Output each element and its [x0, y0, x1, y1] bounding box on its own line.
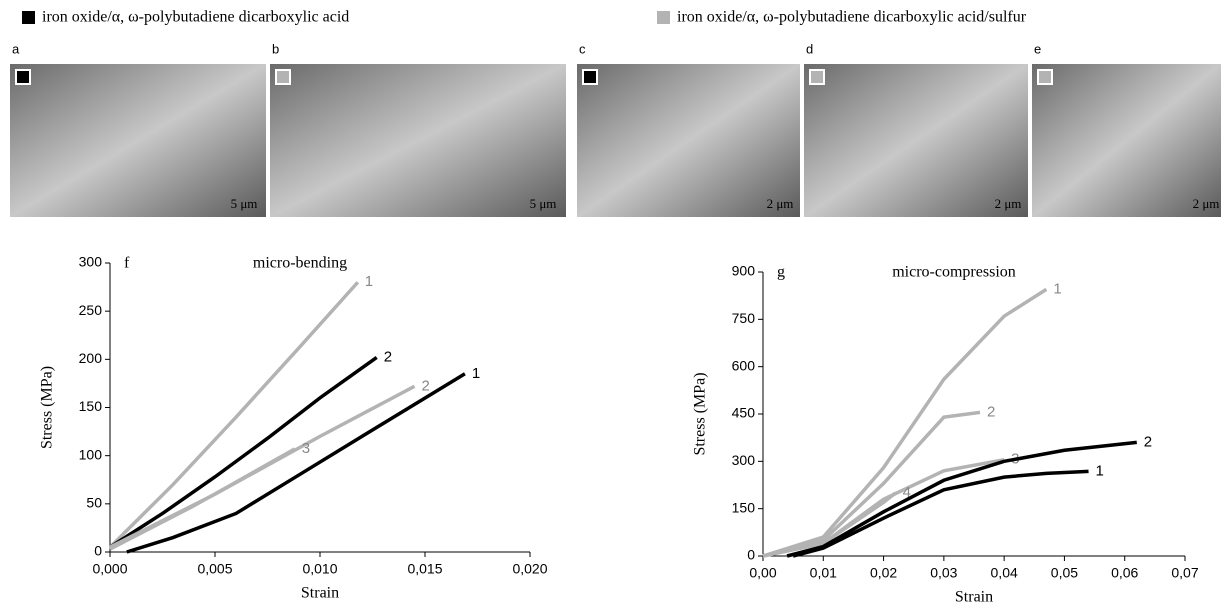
sem-image: b 5 μm	[270, 41, 566, 217]
y-tick-label: 900	[732, 263, 756, 279]
image-label: e	[1034, 41, 1041, 56]
y-tick-label: 300	[79, 254, 103, 270]
image	[1032, 64, 1221, 217]
image	[270, 64, 566, 217]
legend-label: iron oxide/α, ω-polybutadiene dicarboxyl…	[677, 9, 1027, 26]
y-tick-label: 300	[732, 452, 756, 468]
y-tick-label: 50	[86, 495, 102, 511]
x-tick-label: 0,00	[749, 565, 776, 581]
y-tick-label: 450	[732, 405, 756, 421]
sem-image: e 2 μm	[1032, 41, 1221, 217]
data-line	[762, 410, 981, 558]
data-line	[762, 491, 897, 558]
series-label: 1	[472, 365, 480, 382]
image-marker	[275, 69, 291, 85]
image-label: d	[806, 41, 813, 56]
x-axis-label: Strain	[955, 589, 993, 606]
image	[804, 64, 1028, 217]
y-tick-label: 0	[747, 547, 755, 563]
panel-label: f	[124, 255, 130, 272]
image-marker	[582, 69, 598, 85]
image-label: c	[579, 41, 586, 56]
data-line	[762, 287, 1048, 558]
chart-title: micro-bending	[253, 255, 347, 272]
x-tick-label: 0,02	[870, 565, 897, 581]
data-line	[108, 281, 360, 549]
series-label: 1	[1053, 280, 1061, 297]
x-tick-label: 0,07	[1171, 565, 1198, 581]
x-tick-label: 0,04	[991, 565, 1018, 581]
sem-image: d 2 μm	[804, 41, 1028, 217]
chart-title: micro-compression	[892, 264, 1016, 281]
x-axis-label: Strain	[301, 585, 339, 602]
image-marker	[1037, 69, 1053, 85]
x-tick-label: 0,010	[302, 561, 337, 577]
x-tick-label: 0,05	[1051, 565, 1078, 581]
image-marker	[15, 69, 31, 85]
chart: 0 150 300 450 600 750 900 0,00 0,01 0,02 0,03 0,04 0…	[692, 263, 1199, 606]
scale-bar: 5 μm	[530, 196, 557, 211]
series-label: 4	[903, 484, 911, 501]
series-label: 2	[1144, 433, 1152, 450]
legend-swatch	[22, 11, 35, 24]
y-axis-label: Stress (MPa)	[692, 372, 709, 455]
series-label: 1	[365, 273, 373, 290]
chart: 0 50 100 150 200 250 300 0,000 0,005 0,010 0,015 0,…	[39, 254, 548, 602]
x-tick-label: 0,020	[512, 561, 547, 577]
y-axis-label: Stress (MPa)	[39, 366, 56, 449]
series-label: 1	[1096, 462, 1104, 479]
series-label: 2	[384, 348, 392, 365]
sem-image: a 5 μm	[10, 41, 266, 217]
x-tick-label: 0,000	[92, 561, 127, 577]
scale-bar: 5 μm	[231, 196, 258, 211]
data-line	[792, 469, 1089, 558]
image-label: a	[12, 41, 20, 56]
y-tick-label: 150	[79, 398, 103, 414]
sem-image: c 2 μm	[577, 41, 800, 217]
series-label: 3	[302, 440, 310, 457]
image-label: b	[272, 41, 279, 56]
x-tick-label: 0,01	[810, 565, 837, 581]
legend-swatch	[657, 11, 670, 24]
image	[10, 64, 266, 217]
scale-bar: 2 μm	[1193, 196, 1220, 211]
x-tick-label: 0,005	[197, 561, 232, 577]
data-line	[109, 355, 378, 549]
image	[577, 64, 800, 217]
y-tick-label: 600	[732, 357, 756, 373]
data-line	[126, 372, 466, 554]
x-tick-label: 0,03	[930, 565, 957, 581]
scale-bar: 2 μm	[767, 196, 794, 211]
y-tick-label: 750	[732, 310, 756, 326]
y-tick-label: 250	[79, 302, 103, 318]
legend-label: iron oxide/α, ω-polybutadiene dicarboxyl…	[42, 9, 349, 26]
image-marker	[809, 69, 825, 85]
y-tick-label: 100	[79, 446, 103, 462]
y-tick-label: 200	[79, 350, 103, 366]
series-label: 2	[422, 377, 430, 394]
x-tick-label: 0,06	[1111, 565, 1138, 581]
scale-bar: 2 μm	[995, 196, 1022, 211]
x-tick-label: 0,015	[407, 561, 442, 577]
series-label: 2	[987, 403, 995, 420]
data-line	[109, 447, 296, 551]
y-tick-label: 0	[94, 543, 102, 559]
panel-label: g	[777, 264, 785, 281]
y-tick-label: 150	[732, 499, 756, 515]
